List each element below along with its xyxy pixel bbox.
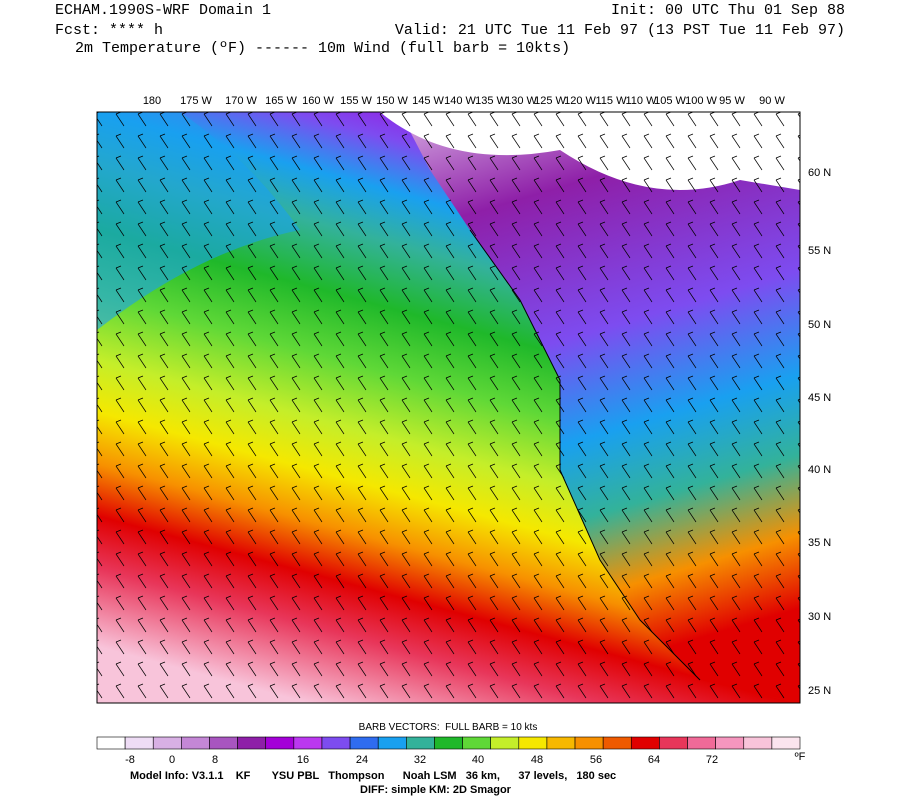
longitude-label: 155 W [340,95,372,107]
colorbar-swatch [293,736,323,750]
colorbar-swatch [602,736,632,750]
title: ECHAM.1990S-WRF Domain 1 [55,2,271,19]
longitude-label: 115 W [596,95,628,107]
colorbar-swatch [687,736,716,750]
longitude-label: 120 W [564,95,596,107]
colorbar-swatch [406,736,435,750]
colorbar-swatch [181,736,210,750]
colorbar-swatch [715,736,745,750]
longitude-label: 90 W [759,95,785,107]
map [97,112,800,703]
latitude-label: 50 N [808,319,831,331]
longitude-label: 95 W [719,95,745,107]
longitude-label: 110 W [626,95,658,107]
colorbar-label: 8 [212,754,218,766]
colorbar-label: 32 [414,754,426,766]
colorbar-swatch [321,736,351,750]
colorbar-swatch [518,736,548,750]
map-frame [96,111,801,704]
colorbar-swatch [630,736,660,750]
colorbar-swatch [434,736,463,750]
latitude-label: 35 N [808,537,831,549]
latitude-label: 25 N [808,685,831,697]
longitude-label: 140 W [444,95,476,107]
colorbar-swatch [462,736,491,750]
colorbar-label: 48 [531,754,543,766]
latitude-label: 55 N [808,245,831,257]
longitude-label: 170 W [225,95,257,107]
colorbar-label: 16 [297,754,309,766]
longitude-label: 175 W [180,95,212,107]
forecast-hour: Fcst: **** h [55,22,163,39]
longitude-label: 145 W [412,95,444,107]
colorbar-swatch [209,736,238,750]
colorbar-swatch [349,736,379,750]
latitude-label: 60 N [808,167,831,179]
longitude-label: 180 [143,95,161,107]
colorbar-label: 56 [590,754,602,766]
longitude-label: 135 W [475,95,507,107]
latitude-label: 45 N [808,392,831,404]
longitude-label: 105 W [654,95,686,107]
colorbar-swatch [152,736,182,750]
colorbar-label: -8 [125,754,135,766]
latitude-label: 40 N [808,464,831,476]
colorbar-label: 24 [356,754,368,766]
longitude-label: 150 W [376,95,408,107]
colorbar-swatch [265,736,295,750]
colorbar-label: 64 [648,754,660,766]
longitude-label: 165 W [265,95,297,107]
latitude-label: 30 N [808,611,831,623]
fields: 2m Temperature (ºF) ------ 10m Wind (ful… [75,40,570,57]
colorbar-swatch [771,736,801,750]
longitude-label: 160 W [302,95,334,107]
colorbar-swatch [96,736,126,750]
colorbar-title: BARB VECTORS: FULL BARB = 10 kts [359,722,538,733]
colorbar-label: 40 [472,754,484,766]
diff-info: DIFF: simple KM: 2D Smagor [360,784,512,796]
colorbar-swatch [574,736,604,750]
longitude-label: 100 W [685,95,717,107]
colorbar-swatch [659,736,688,750]
colorbar-swatch [377,736,407,750]
longitude-label: 130 W [505,95,537,107]
colorbar-swatch [546,736,576,750]
valid-time: Valid: 21 UTC Tue 11 Feb 97 (13 PST Tue … [395,22,845,39]
model-info: Model Info: V3.1.1 KF YSU PBL Thompson N… [130,770,616,782]
colorbar-swatch [237,736,267,750]
colorbar-label: 0 [169,754,175,766]
colorbar-unit: ºF [795,751,806,763]
longitude-label: 125 W [534,95,566,107]
colorbar-swatch [490,736,520,750]
colorbar-label: 72 [706,754,718,766]
init-time: Init: 00 UTC Thu 01 Sep 88 [611,2,845,19]
colorbar-swatch [743,736,773,750]
colorbar-swatch [124,736,154,750]
